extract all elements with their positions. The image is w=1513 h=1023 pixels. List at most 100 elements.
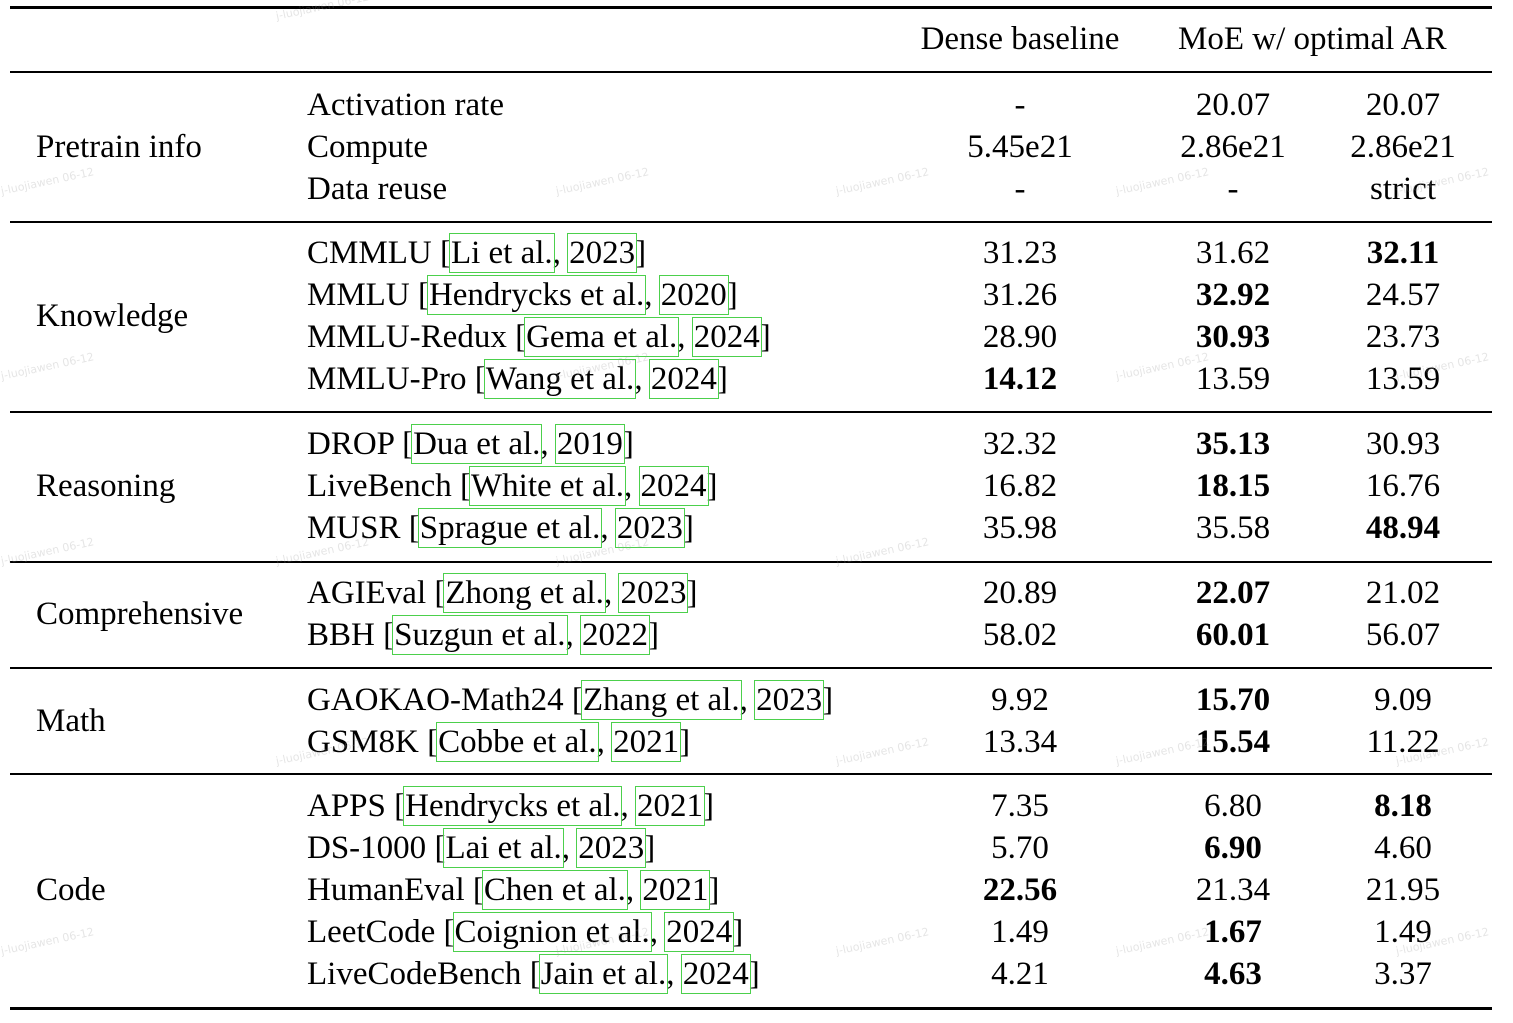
benchmark-label: DS-1000 <box>307 830 427 866</box>
header-rule <box>10 71 1492 73</box>
citation-year-link[interactable]: 2019 <box>554 424 625 464</box>
watermark-text: j-luojiawen 06-12 <box>554 165 651 198</box>
citation-year-link[interactable]: 2024 <box>648 359 719 399</box>
value-dense-baseline: - <box>1014 171 1026 207</box>
value-moe-col2: 32.11 <box>1366 235 1440 271</box>
citation-year-link[interactable]: 2021 <box>640 870 711 910</box>
citation-year-link[interactable]: 2021 <box>611 722 682 762</box>
benchmark-name: MMLU-Redux [Gema et al., 2024] <box>307 317 771 357</box>
benchmark-name: GAOKAO-Math24 [Zhang et al., 2023] <box>307 680 834 720</box>
group-separator-rule <box>10 561 1492 563</box>
value-dense-baseline: 28.90 <box>982 319 1058 355</box>
value-dense-baseline: 31.26 <box>982 277 1058 313</box>
citation-author-link[interactable]: Li et al. <box>448 233 555 273</box>
citation-author-link[interactable]: Hendrycks et al. <box>403 786 623 826</box>
citation-year-link[interactable]: 2021 <box>634 786 705 826</box>
citation-year-link[interactable]: 2020 <box>658 275 729 315</box>
category-label: Comprehensive <box>36 596 244 632</box>
value-moe-col2: 56.07 <box>1365 617 1441 653</box>
benchmark-name: BBH [Suzgun et al., 2022] <box>307 615 659 655</box>
value-dense-baseline: 32.32 <box>982 426 1058 462</box>
benchmark-label: BBH <box>307 617 375 653</box>
citation-author-link[interactable]: Dua et al. <box>411 424 543 464</box>
value-moe-col1: 21.34 <box>1195 872 1271 908</box>
header-moe-optimal-ar: MoE w/ optimal AR <box>1178 21 1447 57</box>
value-dense-baseline: 5.70 <box>991 830 1049 866</box>
category-label: Code <box>36 872 106 908</box>
watermark-text: j-luojiawen 06-12 <box>0 165 96 198</box>
value-moe-col1: 15.54 <box>1195 724 1271 760</box>
value-moe-col2: 8.18 <box>1374 788 1432 824</box>
citation-author-link[interactable]: White et al. <box>469 466 627 506</box>
benchmark-label: MUSR <box>307 510 401 546</box>
value-moe-col2: 1.49 <box>1374 914 1432 950</box>
category-label: Reasoning <box>36 468 176 504</box>
watermark-text: j-luojiawen 06-12 <box>0 925 96 958</box>
citation-author-link[interactable]: Zhong et al. <box>443 573 606 613</box>
citation-author-link[interactable]: Coignion et al. <box>452 912 652 952</box>
citation-year-link[interactable]: 2024 <box>638 466 709 506</box>
value-dense-baseline: 35.98 <box>982 510 1058 546</box>
citation-year-link[interactable]: 2024 <box>691 317 762 357</box>
citation-author-link[interactable]: Cobbe et al. <box>436 722 599 762</box>
value-dense-baseline: 58.02 <box>982 617 1058 653</box>
group-separator-rule <box>10 773 1492 775</box>
citation-year-link[interactable]: 2024 <box>664 912 735 952</box>
benchmark-name: MMLU [Hendrycks et al., 2020] <box>307 275 738 315</box>
citation-author-link[interactable]: Gema et al. <box>524 317 680 357</box>
benchmark-label: GAOKAO-Math24 <box>307 682 564 718</box>
citation-year-link[interactable]: 2023 <box>567 233 638 273</box>
citation-year-link[interactable]: 2022 <box>580 615 650 655</box>
citation-author-link[interactable]: Sprague et al. <box>417 508 603 548</box>
value-moe-col2: 23.73 <box>1365 319 1441 355</box>
value-moe-col1: 35.58 <box>1195 510 1271 546</box>
value-dense-baseline: - <box>1014 87 1026 123</box>
value-moe-col1: 22.07 <box>1195 575 1271 611</box>
citation-year-link[interactable]: 2023 <box>576 828 647 868</box>
citation-author-link[interactable]: Jain et al. <box>538 954 669 994</box>
benchmark-name: MMLU-Pro [Wang et al., 2024] <box>307 359 728 399</box>
benchmark-label: AGIEval <box>307 575 427 611</box>
benchmark-name: GSM8K [Cobbe et al., 2021] <box>307 722 691 762</box>
group-separator-rule <box>10 221 1492 223</box>
citation-author-link[interactable]: Chen et al. <box>481 870 628 910</box>
value-moe-col2: 20.07 <box>1365 87 1441 123</box>
benchmark-label: MMLU-Redux <box>307 319 507 355</box>
value-dense-baseline: 31.23 <box>982 235 1058 271</box>
benchmark-label: GSM8K <box>307 724 419 760</box>
category-label: Knowledge <box>36 298 189 334</box>
benchmark-name: APPS [Hendrycks et al., 2021] <box>307 786 714 826</box>
benchmark-label: Activation rate <box>307 87 505 123</box>
value-moe-col2: 48.94 <box>1365 510 1441 546</box>
benchmark-label: MMLU <box>307 277 410 313</box>
value-dense-baseline: 16.82 <box>982 468 1058 504</box>
value-moe-col2: 21.95 <box>1365 872 1441 908</box>
watermark-text: j-luojiawen 06-12 <box>0 350 96 383</box>
citation-year-link[interactable]: 2023 <box>618 573 689 613</box>
benchmark-name: CMMLU [Li et al., 2023] <box>307 233 647 273</box>
citation-author-link[interactable]: Hendrycks et al. <box>426 275 647 315</box>
value-dense-baseline: 22.56 <box>982 872 1058 908</box>
benchmark-name: DROP [Dua et al., 2019] <box>307 424 634 464</box>
benchmark-label: HumanEval <box>307 872 465 908</box>
category-label: Math <box>36 703 106 739</box>
citation-year-link[interactable]: 2024 <box>680 954 751 994</box>
watermark-text: j-luojiawen 06-12 <box>274 0 371 23</box>
benchmark-label: LiveBench <box>307 468 452 504</box>
group-separator-rule <box>10 667 1492 669</box>
citation-author-link[interactable]: Zhang et al. <box>580 680 742 720</box>
citation-author-link[interactable]: Lai et al. <box>443 828 564 868</box>
citation-year-link[interactable]: 2023 <box>614 508 685 548</box>
benchmark-name: Compute <box>307 126 428 168</box>
benchmark-name: MUSR [Sprague et al., 2023] <box>307 508 694 548</box>
citation-author-link[interactable]: Suzgun et al. <box>392 615 568 655</box>
value-moe-col1: 6.90 <box>1204 830 1262 866</box>
benchmark-name: DS-1000 [Lai et al., 2023] <box>307 828 656 868</box>
benchmark-name: Activation rate <box>307 84 504 126</box>
benchmark-name: AGIEval [Zhong et al., 2023] <box>307 573 698 613</box>
benchmark-label: MMLU-Pro <box>307 361 467 397</box>
value-dense-baseline: 20.89 <box>982 575 1058 611</box>
citation-year-link[interactable]: 2023 <box>754 680 825 720</box>
citation-author-link[interactable]: Wang et al. <box>483 359 637 399</box>
